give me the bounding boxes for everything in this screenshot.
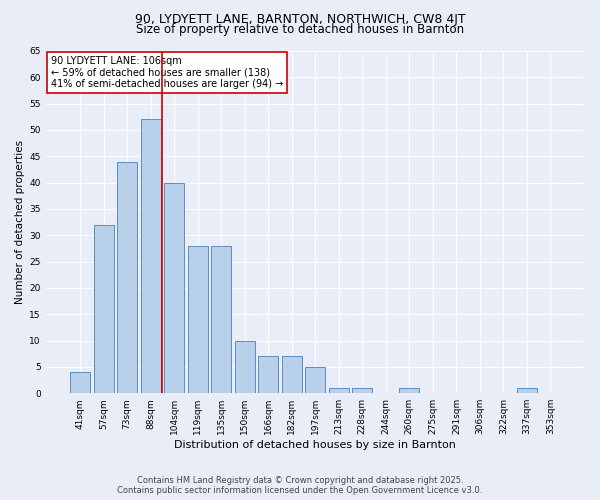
X-axis label: Distribution of detached houses by size in Barnton: Distribution of detached houses by size …: [175, 440, 456, 450]
Bar: [164, 182, 184, 393]
Bar: [94, 224, 113, 393]
Text: Size of property relative to detached houses in Barnton: Size of property relative to detached ho…: [136, 22, 464, 36]
Bar: [517, 388, 537, 393]
Bar: [117, 162, 137, 393]
Text: 90 LYDYETT LANE: 106sqm
← 59% of detached houses are smaller (138)
41% of semi-d: 90 LYDYETT LANE: 106sqm ← 59% of detache…: [51, 56, 283, 90]
Bar: [305, 367, 325, 393]
Bar: [188, 246, 208, 393]
Text: Contains HM Land Registry data © Crown copyright and database right 2025.
Contai: Contains HM Land Registry data © Crown c…: [118, 476, 482, 495]
Bar: [282, 356, 302, 393]
Bar: [258, 356, 278, 393]
Bar: [70, 372, 90, 393]
Text: 90, LYDYETT LANE, BARNTON, NORTHWICH, CW8 4JT: 90, LYDYETT LANE, BARNTON, NORTHWICH, CW…: [134, 12, 466, 26]
Bar: [211, 246, 231, 393]
Bar: [400, 388, 419, 393]
Bar: [235, 340, 254, 393]
Bar: [329, 388, 349, 393]
Bar: [140, 120, 161, 393]
Bar: [352, 388, 373, 393]
Y-axis label: Number of detached properties: Number of detached properties: [15, 140, 25, 304]
